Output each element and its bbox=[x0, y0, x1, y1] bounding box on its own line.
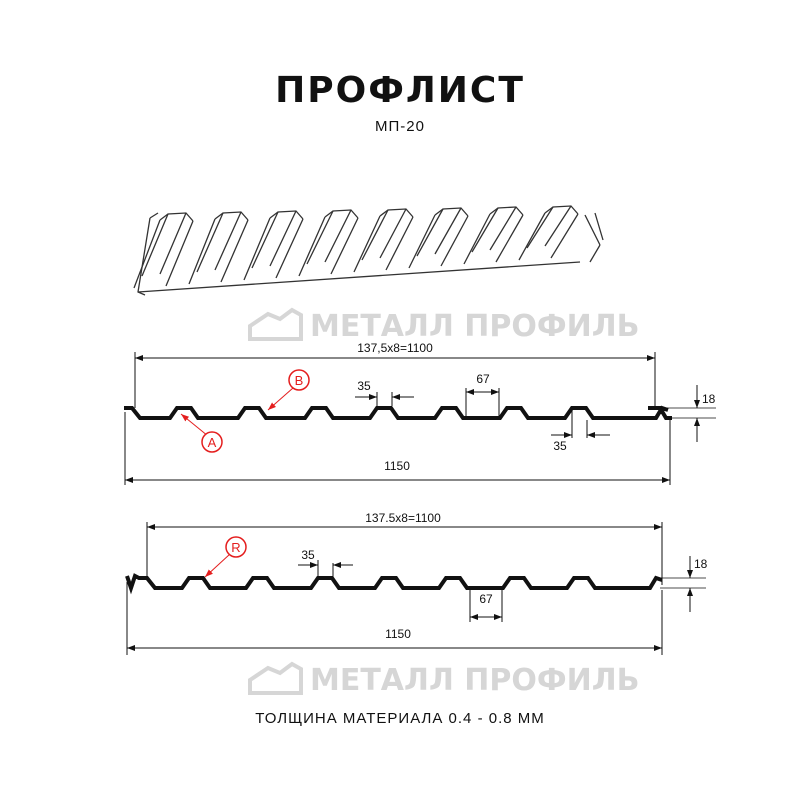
dim-height: 18 bbox=[694, 557, 708, 571]
profile-a: 137,5x8=1100 1150 35 67 35 18 A B bbox=[124, 341, 716, 485]
dim-top-flat: 35 bbox=[301, 548, 315, 562]
sheet-line bbox=[489, 206, 517, 251]
sheet-perspective-view bbox=[133, 205, 604, 296]
page-title: ПРОФЛИСТ bbox=[275, 70, 525, 111]
callout-a bbox=[201, 431, 223, 453]
sheet-line bbox=[589, 244, 601, 263]
sheet-rib bbox=[269, 210, 304, 220]
sheet-line bbox=[544, 205, 572, 247]
sheet-line bbox=[361, 209, 389, 261]
callout-leader bbox=[267, 387, 294, 411]
sheet-rib bbox=[149, 212, 159, 219]
sheet-rib bbox=[324, 209, 359, 219]
callout-r-label: R bbox=[231, 540, 240, 555]
sheet-line bbox=[196, 212, 224, 273]
dim-top-flat: 35 bbox=[357, 379, 371, 393]
sheet-line bbox=[440, 215, 469, 267]
sheet-line bbox=[243, 217, 271, 281]
watermark-text: МЕТАЛЛ ПРОФИЛЬ bbox=[310, 663, 640, 698]
sheet-line bbox=[324, 209, 352, 263]
sheet-line bbox=[165, 220, 194, 287]
sheet-line bbox=[463, 213, 491, 265]
sheet-line bbox=[385, 216, 414, 271]
sheet-line bbox=[434, 207, 462, 255]
callout-leader bbox=[180, 413, 209, 437]
dim-bottom-flat: 35 bbox=[553, 439, 567, 453]
dim-pitch: 137,5x8=1100 bbox=[357, 341, 433, 355]
sheet-line bbox=[214, 211, 242, 271]
sheet-line bbox=[275, 218, 304, 279]
dim-bottom-width: 67 bbox=[479, 592, 493, 606]
sheet-line bbox=[471, 207, 499, 253]
sheet-line bbox=[159, 212, 187, 275]
sheet-line bbox=[379, 208, 407, 259]
sheet-rib bbox=[159, 212, 194, 222]
dim-height: 18 bbox=[702, 392, 716, 406]
watermark-2: МЕТАЛЛ ПРОФИЛЬ bbox=[248, 661, 640, 698]
sheet-line bbox=[306, 210, 334, 265]
dim-width: 1150 bbox=[385, 627, 411, 641]
callout-r bbox=[225, 536, 247, 558]
sheet-line bbox=[269, 210, 297, 267]
watermark-text: МЕТАЛЛ ПРОФИЛЬ bbox=[310, 309, 640, 344]
sheet-line bbox=[133, 219, 161, 289]
callout-leader bbox=[204, 553, 231, 578]
sheet-line bbox=[584, 214, 601, 246]
sheet-line bbox=[141, 213, 169, 277]
watermark-1: МЕТАЛЛ ПРОФИЛЬ bbox=[248, 307, 640, 344]
sheet-line bbox=[137, 261, 581, 293]
sheet-line bbox=[518, 212, 546, 261]
callout-a-label: A bbox=[208, 435, 217, 450]
sheet-line bbox=[495, 214, 524, 263]
watermark-logo-icon bbox=[248, 661, 303, 695]
dim-pitch: 137.5x8=1100 bbox=[365, 511, 441, 525]
sheet-line bbox=[550, 213, 579, 259]
sheet-line bbox=[220, 219, 249, 283]
dim-bottom-width: 67 bbox=[476, 372, 490, 386]
sheet-rib bbox=[214, 211, 249, 221]
callout-b-label: B bbox=[295, 373, 304, 388]
sheet-rib bbox=[544, 205, 579, 215]
sheet-rib bbox=[594, 212, 604, 241]
sheet-line bbox=[330, 217, 359, 275]
sheet-line bbox=[353, 215, 381, 273]
sheet-rib bbox=[137, 217, 151, 296]
sheet-rib bbox=[434, 207, 469, 217]
callout-b bbox=[288, 369, 310, 391]
dim-width: 1150 bbox=[384, 459, 410, 473]
profile-b: 137.5x8=1100 1150 35 67 18 R bbox=[125, 511, 708, 655]
sheet-line bbox=[188, 218, 216, 285]
sheet-line bbox=[416, 208, 444, 257]
sheet-rib bbox=[489, 206, 524, 216]
sheet-line bbox=[408, 214, 436, 269]
sheet-line bbox=[298, 216, 326, 277]
model-subtitle: МП-20 bbox=[375, 118, 425, 135]
watermark-logo-icon bbox=[248, 307, 303, 341]
sheet-line bbox=[251, 211, 279, 269]
material-thickness-note: ТОЛЩИНА МАТЕРИАЛА 0.4 - 0.8 ММ bbox=[255, 710, 545, 727]
sheet-rib bbox=[379, 208, 414, 218]
sheet-line bbox=[526, 206, 554, 249]
profile-a-outline bbox=[124, 405, 672, 420]
profile-b-outline bbox=[125, 573, 663, 595]
